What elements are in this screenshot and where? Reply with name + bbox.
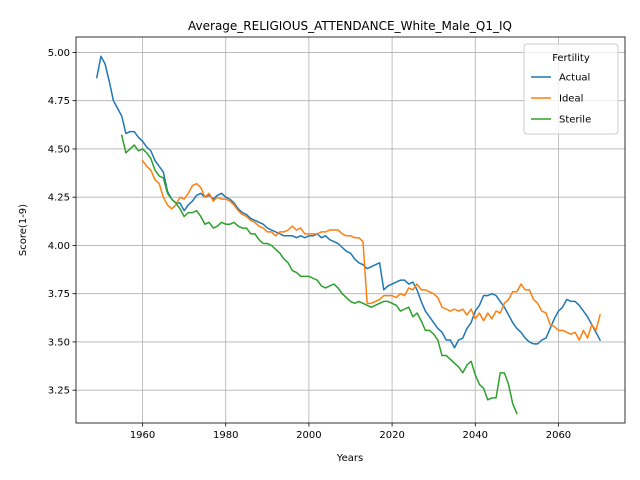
plot-frame — [75, 36, 626, 424]
x-axis-ticks: 1960 1980 2000 2020 2040 2060 — [130, 423, 571, 441]
x-tick-label: 2040 — [463, 430, 488, 441]
x-tick-label: 2020 — [379, 430, 404, 441]
y-tick-label: 4.25 — [48, 193, 70, 204]
series-line-ideal — [141, 159, 601, 341]
x-tick-label: 1960 — [130, 430, 155, 441]
legend-label-actual: Actual — [559, 73, 590, 84]
x-axis-label: Years — [336, 453, 363, 464]
y-axis-ticks: 3.25 3.50 3.75 4.00 4.25 4.50 4.75 5.00 — [48, 48, 76, 397]
y-tick-label: 4.75 — [48, 96, 70, 107]
legend: Fertility Actual Ideal Sterile — [523, 43, 619, 135]
y-tick-label: 3.75 — [48, 289, 70, 300]
y-tick-label: 4.50 — [48, 144, 70, 155]
legend-box — [523, 43, 619, 135]
series-line-sterile — [120, 134, 518, 415]
x-tick-label: 2060 — [546, 430, 571, 441]
legend-label-ideal: Ideal — [559, 94, 583, 105]
legend-title: Fertility — [552, 53, 590, 64]
y-axis-label: Score(1-9) — [18, 204, 29, 256]
x-tick-label: 1980 — [213, 430, 238, 441]
y-tick-label: 4.00 — [48, 241, 70, 252]
x-tick-label: 2000 — [296, 430, 321, 441]
y-tick-label: 3.25 — [48, 386, 70, 397]
series-lines — [95, 55, 602, 415]
series-line-actual — [95, 55, 602, 349]
y-tick-label: 3.50 — [48, 337, 70, 348]
legend-label-sterile: Sterile — [559, 115, 591, 126]
y-tick-label: 5.00 — [48, 48, 70, 59]
grid — [76, 37, 625, 423]
chart-title: Average_RELIGIOUS_ATTENDANCE_White_Male_… — [188, 19, 512, 33]
